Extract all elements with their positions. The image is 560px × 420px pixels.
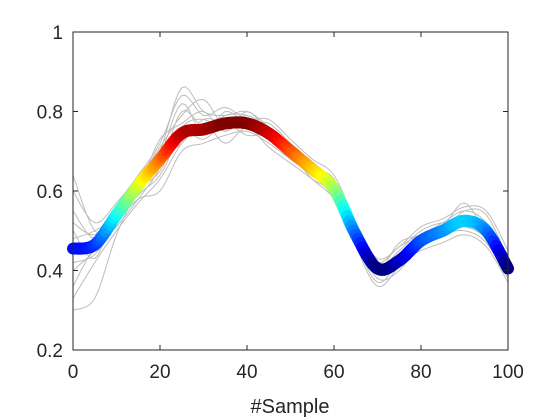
y-tick-label: 0.4	[37, 262, 64, 283]
y-axis-ticks: 0.2 0.4 0.6 0.8 1	[37, 23, 508, 362]
x-axis-ticks: 0 20 40 60 80 100	[68, 32, 524, 383]
x-axis-label: #Sample	[251, 396, 330, 418]
x-tick-label: 40	[236, 362, 257, 383]
x-tick-label: 20	[149, 362, 170, 383]
mean-line	[67, 116, 514, 276]
plot-area	[73, 32, 508, 350]
x-tick-label: 80	[410, 362, 431, 383]
x-tick-label: 60	[323, 362, 344, 383]
sample-series-line	[72, 94, 509, 260]
y-tick-label: 0.8	[37, 103, 63, 124]
plot-area-background	[73, 32, 508, 350]
y-tick-label: 1	[52, 23, 63, 44]
y-tick-label: 0.6	[37, 182, 63, 203]
sample-series-line	[72, 122, 509, 299]
x-tick-label: 0	[68, 362, 79, 383]
y-tick-label: 0.2	[37, 341, 63, 362]
x-tick-label: 100	[492, 362, 524, 383]
